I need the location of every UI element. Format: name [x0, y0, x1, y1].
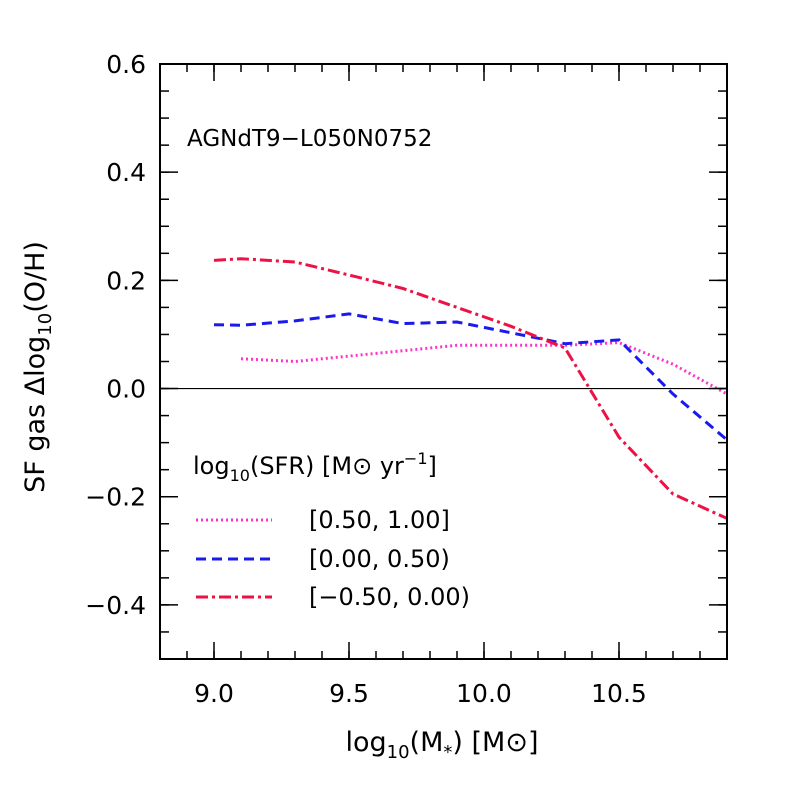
series-line-1	[213, 312, 727, 442]
series-line-0	[240, 341, 727, 396]
y-axis-label: SF gas Δlog10(O/H)	[20, 241, 56, 493]
legend-label-series-0: [0.50, 1.00]	[309, 506, 450, 534]
series-line-2	[213, 257, 727, 520]
x-tick-label: 9.0	[194, 679, 234, 708]
y-tick-label: 0.2	[106, 266, 146, 295]
plot-layer: 9.0 9.5 10.0 10.5 −0.4 −0.2 0.0 0.2 0.4 0.6	[85, 50, 728, 708]
annotation-label: AGNdT9−L050N0752	[187, 126, 432, 152]
x-axis-label: log10(M*) [M⊙]	[345, 727, 538, 763]
y-tick-label: −0.4	[85, 591, 146, 620]
legend-label-series-2: [−0.50, 0.00)	[309, 583, 470, 611]
y-tick-label: 0.0	[106, 375, 146, 404]
legend: [0.50, 1.00] [0.00, 0.50) [−0.50, 0.00)	[196, 506, 470, 611]
x-tick-label: 10.0	[456, 679, 512, 708]
x-tick-label: 9.5	[329, 679, 369, 708]
x-tick-label: 10.5	[591, 679, 647, 708]
y-tick-label: 0.4	[106, 158, 146, 187]
y-tick-label: 0.6	[106, 50, 146, 79]
legend-title: log10(SFR) [M⊙ yr−1]	[193, 449, 437, 485]
legend-label-series-1: [0.00, 0.50)	[309, 545, 450, 573]
y-tick-label: −0.2	[85, 483, 146, 512]
